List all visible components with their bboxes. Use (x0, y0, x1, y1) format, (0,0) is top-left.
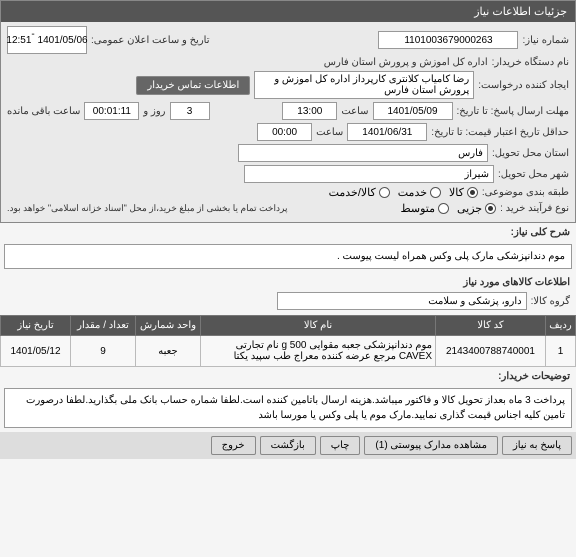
buyer-org-label: نام دستگاه خریدار: (492, 57, 569, 68)
hour-label-2: ساعت (316, 127, 343, 138)
cell-name: موم دندانپزشکی جعبه مقوایی 500 g نام تجا… (201, 336, 436, 367)
province-label: استان محل تحویل: (492, 148, 569, 159)
panel-title: جزئیات اطلاعات نیاز (1, 1, 575, 22)
process-small[interactable]: جزیی (457, 202, 496, 215)
day-and-label: روز و (143, 106, 165, 117)
contact-info-button[interactable]: اطلاعات تماس خریدار (136, 76, 250, 95)
radio-icon (379, 187, 390, 198)
category-goods-service[interactable]: کالا/خدمت (329, 186, 390, 199)
col-code: کد کالا (436, 316, 546, 336)
remain-days: 3 (170, 102, 210, 120)
buyer-notes-text: پرداخت 3 ماه بعداز تحویل کالا و فاکتور م… (4, 388, 572, 428)
radio-icon (467, 187, 478, 198)
city-value: شیراز (244, 165, 494, 183)
hour-label-1: ساعت (341, 106, 368, 117)
req-title-text: موم دندانپزشکی مارک پلی وکس همراه لیست پ… (4, 244, 572, 269)
panel-body: شماره نیاز: 1101003679000263 تاریخ و ساع… (1, 22, 575, 222)
price-validity-label: حداقل تاریخ اعتبار قیمت: تا تاریخ: (431, 127, 569, 138)
buyer-org-value: اداره کل اموزش و پرورش استان فارس (7, 57, 488, 68)
col-unit: واحد شمارش (136, 316, 201, 336)
category-service[interactable]: خدمت (398, 186, 441, 199)
back-button[interactable]: بازگشت (260, 436, 316, 455)
items-section-title: اطلاعات کالاهای مورد نیاز (0, 273, 576, 290)
announce-date-value: 1401/05/06 - 12:51 (7, 26, 87, 54)
deadline-time: 13:00 (282, 102, 337, 120)
buyer-notes-label: توضیحات خریدار: (498, 371, 570, 382)
col-name: نام کالا (201, 316, 436, 336)
goods-group-value: دارو، پزشکی و سلامت (277, 292, 527, 310)
radio-icon (438, 203, 449, 214)
col-date: تاریخ نیاز (1, 316, 71, 336)
action-bar: پاسخ به نیاز مشاهده مدارک پیوستی (1) چاپ… (0, 432, 576, 459)
cell-unit: جعبه (136, 336, 201, 367)
price-validity-time: 00:00 (257, 123, 312, 141)
exit-button[interactable]: خروج (211, 436, 256, 455)
category-radio-group: کالا خدمت کالا/خدمت (329, 186, 478, 199)
req-title-label: شرح کلی نیاز: (511, 227, 570, 238)
goods-group-label: گروه کالا: (531, 296, 570, 307)
process-radio-group: جزیی متوسط (400, 202, 496, 215)
creator-value: رضا کامیاب کلانتری کارپرداز اداره کل امو… (254, 71, 474, 99)
radio-icon (430, 187, 441, 198)
table-row[interactable]: 1 2143400788740001 موم دندانپزشکی جعبه م… (1, 336, 576, 367)
deadline-date: 1401/05/09 (373, 102, 453, 120)
details-panel: جزئیات اطلاعات نیاز شماره نیاز: 11010036… (0, 0, 576, 223)
attachments-button[interactable]: مشاهده مدارک پیوستی (1) (364, 436, 498, 455)
col-row: ردیف (546, 316, 576, 336)
items-table: ردیف کد کالا نام کالا واحد شمارش تعداد /… (0, 315, 576, 367)
price-validity-date: 1401/06/31 (347, 123, 427, 141)
cell-qty: 9 (71, 336, 136, 367)
cell-date: 1401/05/12 (1, 336, 71, 367)
province-value: فارس (238, 144, 488, 162)
remaining-label: ساعت باقی مانده (7, 106, 80, 117)
category-goods[interactable]: کالا (449, 186, 478, 199)
col-qty: تعداد / مقدار (71, 316, 136, 336)
creator-label: ایجاد کننده درخواست: (478, 80, 569, 91)
cell-idx: 1 (546, 336, 576, 367)
req-no-value: 1101003679000263 (378, 31, 518, 49)
deadline-label: مهلت ارسال پاسخ: تا تاریخ: (457, 106, 569, 117)
categorization-label: طبقه بندی موضوعی: (482, 187, 569, 198)
remain-time: 00:01:11 (84, 102, 139, 120)
process-medium[interactable]: متوسط (400, 202, 449, 215)
print-button[interactable]: چاپ (320, 436, 361, 455)
reply-button[interactable]: پاسخ به نیاز (502, 436, 572, 455)
announce-dt-label: تاریخ و ساعت اعلان عمومی: (91, 35, 210, 46)
process-label: نوع فرآیند خرید : (500, 203, 569, 214)
city-label: شهر محل تحویل: (498, 169, 569, 180)
cell-code: 2143400788740001 (436, 336, 546, 367)
req-no-label: شماره نیاز: (522, 35, 569, 46)
radio-icon (485, 203, 496, 214)
payment-note: پرداخت تمام یا بخشی از مبلغ خرید،از محل … (7, 203, 287, 214)
